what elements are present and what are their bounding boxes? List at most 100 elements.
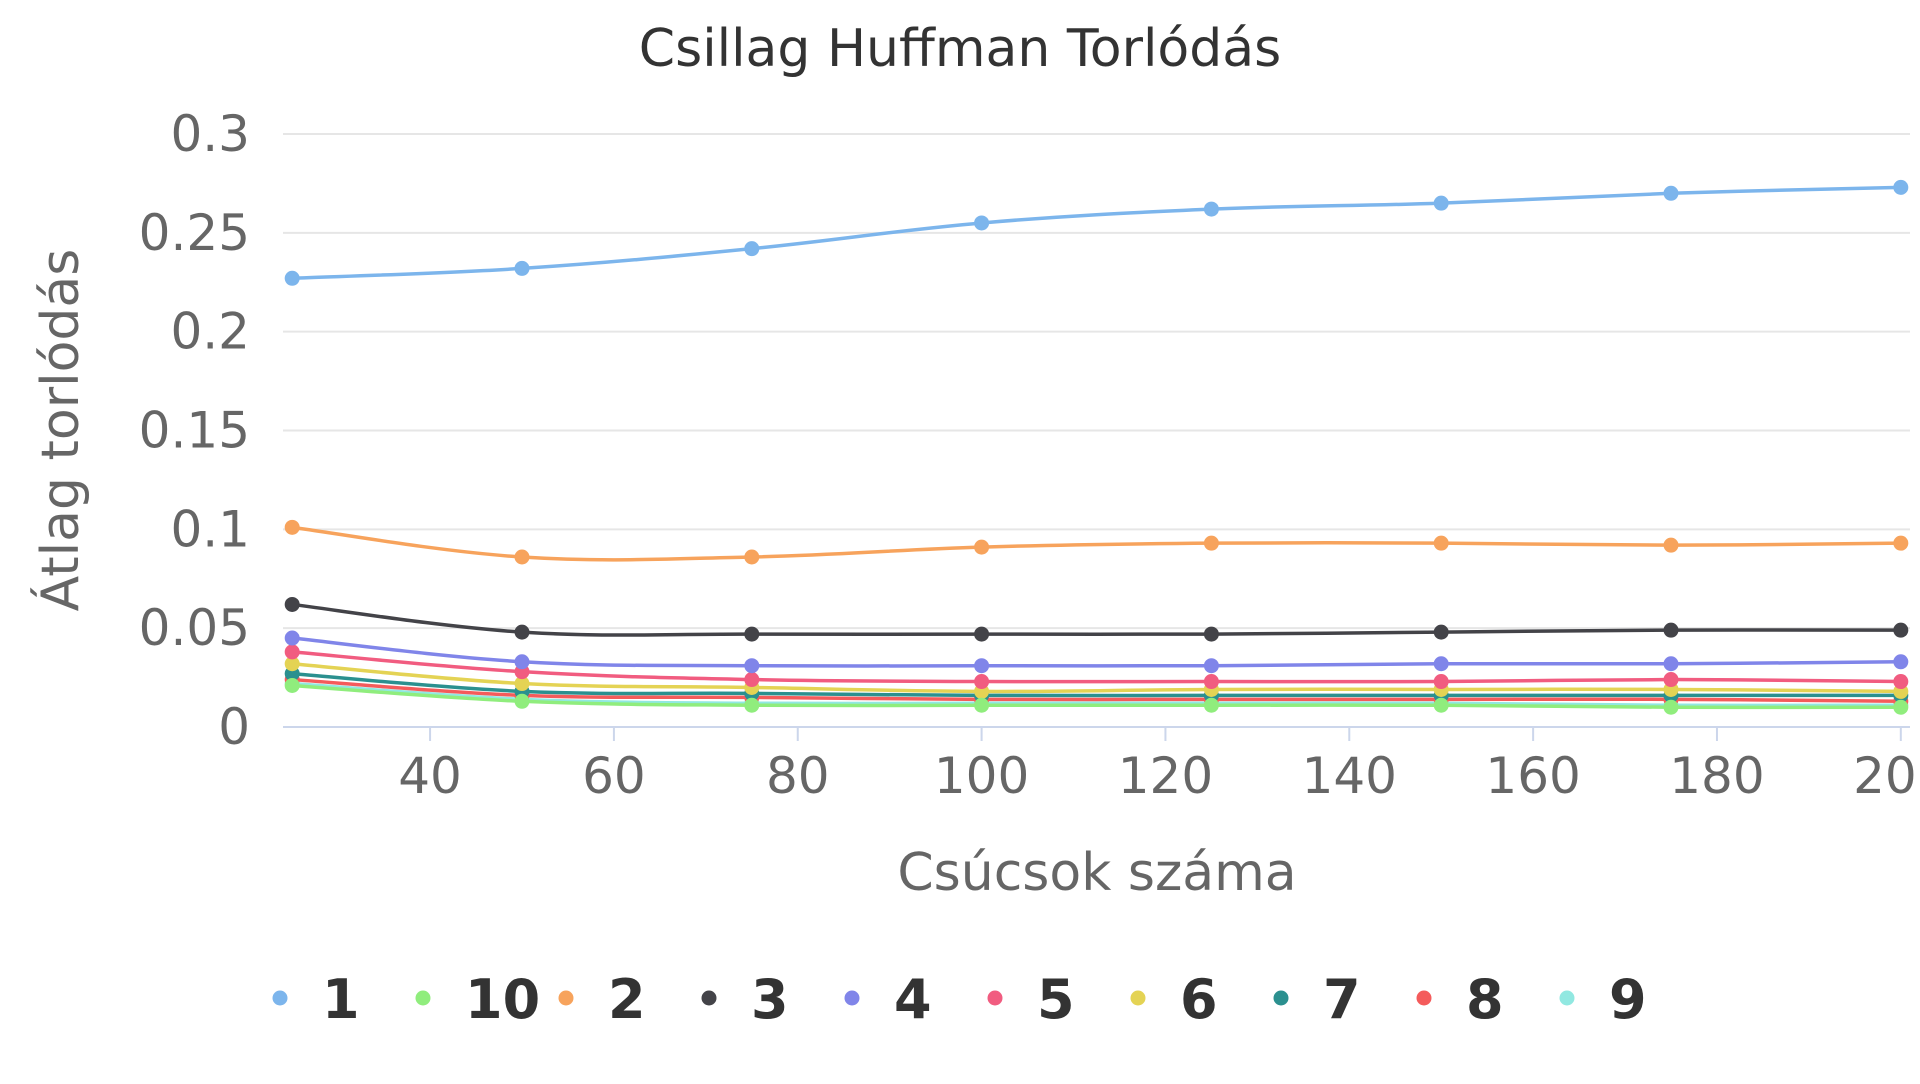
- y-tick-label: 0.05: [139, 599, 250, 657]
- data-point[interactable]: [284, 630, 300, 646]
- data-point[interactable]: [1203, 626, 1219, 642]
- data-point[interactable]: [1433, 535, 1449, 551]
- data-point[interactable]: [514, 654, 530, 670]
- data-point[interactable]: [1203, 658, 1219, 674]
- data-point[interactable]: [284, 270, 300, 286]
- data-point[interactable]: [284, 656, 300, 672]
- data-point[interactable]: [974, 697, 990, 713]
- data-point[interactable]: [974, 626, 990, 642]
- data-point[interactable]: [744, 697, 760, 713]
- series-line-2: [290, 525, 1903, 562]
- data-point[interactable]: [1433, 624, 1449, 640]
- series-line-3: [290, 602, 1903, 637]
- x-tick-label: 140: [1302, 747, 1397, 805]
- x-tick-label: 200: [1853, 747, 1920, 805]
- data-point[interactable]: [1663, 672, 1679, 688]
- data-point[interactable]: [514, 549, 530, 565]
- data-point[interactable]: [744, 672, 760, 688]
- data-point[interactable]: [514, 693, 530, 709]
- data-point[interactable]: [514, 624, 530, 640]
- legend-marker: [701, 990, 717, 1006]
- legend-marker: [558, 990, 574, 1006]
- x-axis-title: Csúcsok száma: [897, 843, 1296, 903]
- y-tick-label: 0: [218, 698, 250, 756]
- series-4: [284, 630, 1909, 674]
- axes: 0 0.05 0.1 0.15 0.2 0.25 0.3 40 60 80 100 120 140 160…: [139, 105, 1920, 805]
- series-1: [284, 179, 1909, 286]
- data-point[interactable]: [744, 658, 760, 674]
- data-point[interactable]: [744, 626, 760, 642]
- legend-item-2[interactable]: 2: [558, 968, 646, 1031]
- data-point[interactable]: [744, 241, 760, 257]
- legend-label: 2: [608, 968, 646, 1031]
- legend-item-4[interactable]: 4: [844, 968, 932, 1031]
- data-point[interactable]: [1203, 201, 1219, 217]
- data-point[interactable]: [1893, 699, 1909, 715]
- legend-item-5[interactable]: 5: [987, 968, 1075, 1031]
- y-tick-label: 0.15: [139, 402, 250, 460]
- legend-label: 7: [1323, 968, 1361, 1031]
- legend-marker: [415, 990, 431, 1006]
- chart-title: Csillag Huffman Torlódás: [639, 19, 1281, 79]
- data-point[interactable]: [1663, 537, 1679, 553]
- series-line-9: [290, 681, 1903, 708]
- legend-marker: [844, 990, 860, 1006]
- legend-marker: [1559, 990, 1575, 1006]
- legend-label: 9: [1609, 968, 1647, 1031]
- x-tick-label: 40: [398, 747, 462, 805]
- data-point[interactable]: [1893, 622, 1909, 638]
- legend-label: 4: [894, 968, 932, 1031]
- data-point[interactable]: [1433, 674, 1449, 690]
- data-point[interactable]: [1663, 656, 1679, 672]
- legend-marker: [987, 990, 1003, 1006]
- data-point[interactable]: [284, 519, 300, 535]
- legend-item-6[interactable]: 6: [1130, 968, 1218, 1031]
- data-point[interactable]: [1433, 656, 1449, 672]
- y-tick-label: 0.1: [170, 500, 250, 558]
- legend-item-1[interactable]: 1: [272, 968, 360, 1031]
- data-point[interactable]: [514, 676, 530, 692]
- x-tick-label: 180: [1669, 747, 1764, 805]
- data-point[interactable]: [1893, 654, 1909, 670]
- y-tick-label: 0.2: [170, 303, 250, 361]
- data-point[interactable]: [974, 658, 990, 674]
- series-group: [284, 179, 1909, 715]
- data-point[interactable]: [974, 215, 990, 231]
- legend-label: 8: [1466, 968, 1504, 1031]
- data-point[interactable]: [1433, 195, 1449, 211]
- legend-label: 3: [751, 968, 789, 1031]
- data-point[interactable]: [284, 644, 300, 660]
- data-point[interactable]: [284, 677, 300, 693]
- data-point[interactable]: [1893, 179, 1909, 195]
- legend-marker: [1130, 990, 1146, 1006]
- data-point[interactable]: [284, 596, 300, 612]
- data-point[interactable]: [974, 539, 990, 555]
- legend-marker: [1416, 990, 1432, 1006]
- data-point[interactable]: [1203, 674, 1219, 690]
- series-5: [284, 644, 1909, 690]
- y-tick-label: 0.25: [139, 204, 250, 262]
- y-axis-title: Átlag torlódás: [30, 249, 91, 612]
- data-point[interactable]: [1203, 535, 1219, 551]
- data-point[interactable]: [1433, 697, 1449, 713]
- data-point[interactable]: [1663, 622, 1679, 638]
- legend-label: 1: [322, 968, 360, 1031]
- legend-item-7[interactable]: 7: [1273, 968, 1361, 1031]
- legend-item-3[interactable]: 3: [701, 968, 789, 1031]
- data-point[interactable]: [514, 260, 530, 276]
- data-point[interactable]: [1203, 697, 1219, 713]
- gridlines: [283, 133, 1910, 630]
- data-point[interactable]: [1893, 535, 1909, 551]
- data-point[interactable]: [1663, 185, 1679, 201]
- legend-label: 10: [465, 968, 540, 1031]
- data-point[interactable]: [1893, 674, 1909, 690]
- x-tick-label: 100: [934, 747, 1029, 805]
- x-tick-label: 60: [582, 747, 646, 805]
- data-point[interactable]: [974, 674, 990, 690]
- data-point[interactable]: [1663, 699, 1679, 715]
- legend-item-10[interactable]: 10: [415, 968, 541, 1031]
- legend-item-9[interactable]: 9: [1559, 968, 1647, 1031]
- legend-item-8[interactable]: 8: [1416, 968, 1504, 1031]
- data-point[interactable]: [744, 549, 760, 565]
